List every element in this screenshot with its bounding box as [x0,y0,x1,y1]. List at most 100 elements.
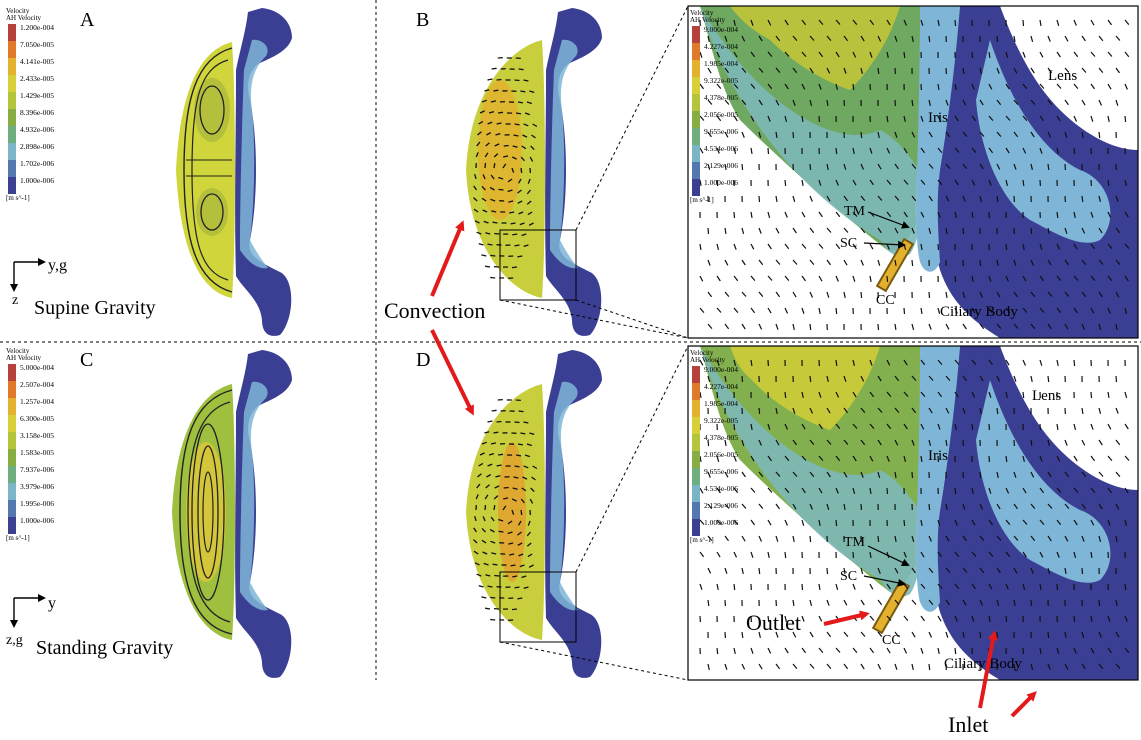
flow-vector [524,112,531,116]
flow-vector [1073,243,1078,250]
flow-vector [835,519,838,527]
zoom-b-vectors [699,19,1130,331]
flow-vector [852,51,857,58]
flow-vector [512,145,518,148]
flow-vector [860,131,863,139]
flow-vector [493,504,496,511]
legend-swatch [8,126,16,143]
zoom-line-d-bottom [499,641,689,681]
label-sc-b: SC [840,236,857,251]
flow-vector [1081,259,1087,265]
legend-subtitle: AH Velocity [690,16,726,24]
flow-vector [835,423,841,429]
flow-vector [724,99,730,105]
flow-vector [843,195,848,202]
flow-vector [809,503,813,510]
flow-vector [801,179,804,187]
flow-vector [1039,455,1043,462]
flow-vector [1005,307,1011,314]
flow-vector [1056,423,1059,430]
panel-d: D [416,345,689,681]
flow-vector [843,375,847,382]
label-lens-d: Lens [1032,388,1061,404]
flow-vector [484,494,489,500]
flow-vector [954,487,957,495]
flow-vector [1047,375,1050,383]
flow-vector [1056,243,1061,250]
flow-vector [716,519,722,525]
flow-vector [792,67,798,74]
flow-vector [1107,647,1112,654]
flow-vector [818,83,822,90]
flow-vector [1124,51,1130,58]
flow-vector [1081,503,1087,510]
flow-vector [852,647,858,653]
flow-vector [1115,631,1120,638]
flow-vector [1090,51,1096,57]
flow-vector [507,189,513,193]
flow-vector [758,35,763,42]
flow-vector [1039,147,1043,154]
flow-vector [792,503,797,510]
flow-vector [801,391,804,399]
flow-vector [869,647,875,654]
flow-vector [493,89,499,92]
flow-vector [894,567,899,574]
flow-vector [1022,243,1025,251]
flow-vector [979,291,983,298]
streamline-c-4 [197,445,219,579]
flow-vector [920,359,926,366]
flow-vector [767,307,772,314]
flow-vector [473,197,478,202]
flow-vector [1022,487,1027,494]
flow-vector [496,122,502,125]
flow-vector [519,564,525,568]
flow-vector [877,323,880,331]
flow-vector [1056,583,1059,591]
flow-vector [1005,147,1010,154]
zoom-line-b-bottom [575,299,689,339]
flow-vector [1090,423,1094,430]
flow-vector [767,51,773,57]
flow-vector [512,233,518,236]
flow-vector [996,259,999,267]
legend-value: 4.534e-006 [704,144,738,153]
flow-vector [1056,647,1060,654]
flow-vector [971,519,976,526]
flow-vector [979,323,985,330]
flow-vector [511,498,517,502]
flow-vector [750,243,755,250]
flow-vector [1030,439,1033,446]
flow-vector [502,163,507,169]
flow-vector [911,599,917,605]
flow-vector [1030,35,1034,42]
flow-vector [1030,471,1035,478]
gravity-c-label: Standing Gravity [36,637,173,659]
legend-value: 6.300e-005 [20,414,54,423]
legend-title: Velocity [6,347,30,355]
flow-vector [920,147,926,154]
flow-vector [792,227,797,234]
legend-swatch [692,468,700,485]
flow-vector [860,259,864,266]
flow-vector [475,152,479,158]
flow-vector [979,407,982,414]
flow-vector [826,227,832,233]
flow-vector [1115,99,1119,106]
zoom-b-aqua-region [700,6,926,257]
flow-vector [988,551,994,557]
label-iris-b: Iris [928,110,948,126]
flow-vector [733,519,739,525]
flow-vector [877,131,880,139]
flow-vector [911,35,914,43]
flow-vector [1047,439,1050,446]
flow-vector [1056,359,1059,367]
flow-vector [520,90,526,93]
flow-vector [911,663,914,671]
flow-vector [1013,259,1017,266]
flow-vector [1098,259,1104,265]
flow-vector [492,221,498,224]
flow-vector [988,583,993,590]
flow-vector [1073,115,1078,122]
flow-vector [886,51,889,59]
